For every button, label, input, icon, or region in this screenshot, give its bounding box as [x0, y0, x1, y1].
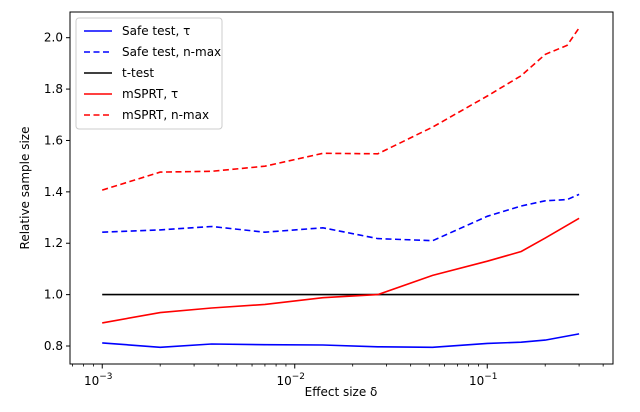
x-tick-label: 10−3	[84, 372, 113, 388]
legend-label-0: Safe test, τ	[122, 24, 190, 38]
legend: Safe test, τ Safe test, n-max t-test mSPRT,…	[75, 17, 223, 130]
y-tick-label: 0.8	[44, 339, 63, 353]
series-line-1	[102, 193, 580, 242]
y-tick-label: 1.6	[44, 133, 63, 147]
y-tick-label: 1.0	[44, 288, 63, 302]
axes-layer: 0.8 1.0 1.2 1.4 1.6 1.8 2.0 10−3 10−2 10−1	[44, 11, 614, 388]
axes-frame	[69, 11, 614, 365]
x-tick-label: 10−2	[276, 372, 305, 388]
series-line-0	[102, 333, 580, 349]
legend-label-1: Safe test, n-max	[122, 45, 221, 59]
y-axis-label: Relative sample size	[18, 127, 32, 250]
legend-label-4: mSPRT, n-max	[122, 108, 209, 122]
y-tick-label: 1.8	[44, 82, 63, 96]
series-layer	[101, 27, 580, 349]
x-axis-label: Effect size δ	[305, 385, 378, 399]
y-tick-label: 1.4	[44, 185, 63, 199]
series-line-4	[101, 27, 580, 191]
legend-box	[75, 17, 223, 130]
y-tick-label: 2.0	[44, 31, 63, 45]
legend-label-2: t-test	[122, 66, 154, 80]
x-tick-label: 10−1	[469, 372, 498, 388]
series-line-3	[102, 217, 580, 324]
y-tick-label: 1.2	[44, 236, 63, 250]
legend-label-3: mSPRT, τ	[122, 87, 178, 101]
